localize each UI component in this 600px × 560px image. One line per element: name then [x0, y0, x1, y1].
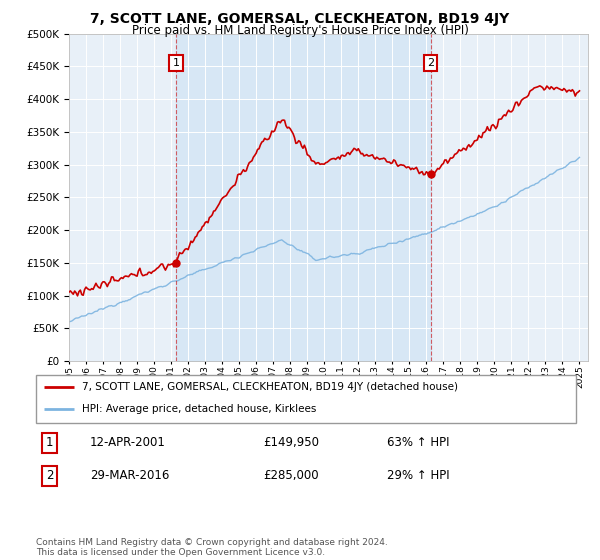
Text: £285,000: £285,000	[263, 469, 319, 482]
Text: 63% ↑ HPI: 63% ↑ HPI	[387, 436, 449, 450]
Text: 7, SCOTT LANE, GOMERSAL, CLECKHEATON, BD19 4JY (detached house): 7, SCOTT LANE, GOMERSAL, CLECKHEATON, BD…	[82, 382, 458, 392]
Text: 2: 2	[427, 58, 434, 68]
Text: 1: 1	[172, 58, 179, 68]
Text: 2: 2	[46, 469, 53, 482]
Text: 7, SCOTT LANE, GOMERSAL, CLECKHEATON, BD19 4JY: 7, SCOTT LANE, GOMERSAL, CLECKHEATON, BD…	[91, 12, 509, 26]
Text: HPI: Average price, detached house, Kirklees: HPI: Average price, detached house, Kirk…	[82, 404, 316, 414]
Text: Price paid vs. HM Land Registry's House Price Index (HPI): Price paid vs. HM Land Registry's House …	[131, 24, 469, 36]
Text: Contains HM Land Registry data © Crown copyright and database right 2024.
This d: Contains HM Land Registry data © Crown c…	[36, 538, 388, 557]
Text: 12-APR-2001: 12-APR-2001	[90, 436, 166, 450]
Text: £149,950: £149,950	[263, 436, 319, 450]
FancyBboxPatch shape	[36, 375, 576, 423]
Text: 29% ↑ HPI: 29% ↑ HPI	[387, 469, 449, 482]
Text: 29-MAR-2016: 29-MAR-2016	[90, 469, 169, 482]
Text: 1: 1	[46, 436, 53, 450]
